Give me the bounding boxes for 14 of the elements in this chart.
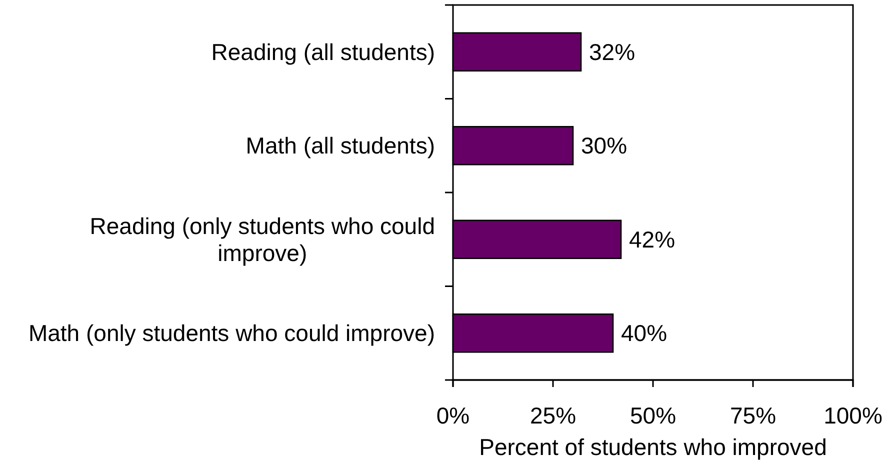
x-tick-label: 25% xyxy=(530,402,576,428)
data-label: 32% xyxy=(589,38,636,65)
x-tick-label: 75% xyxy=(730,402,776,428)
x-tick-label: 100% xyxy=(824,402,882,428)
data-label: 40% xyxy=(621,320,668,346)
x-axis-title: Percent of students who improved xyxy=(479,434,827,460)
y-tick-label: Math (all students) xyxy=(246,132,435,159)
y-tick-label: Math (only students who could improve) xyxy=(28,320,435,346)
y-tick-label: Reading (only students who could improve) xyxy=(90,212,435,266)
y-tick-label: Reading (all students) xyxy=(211,38,435,65)
data-label: 30% xyxy=(581,132,628,159)
data-label: 42% xyxy=(629,226,676,252)
x-tick-label: 0% xyxy=(436,402,470,428)
x-tick-label: 50% xyxy=(630,402,676,428)
